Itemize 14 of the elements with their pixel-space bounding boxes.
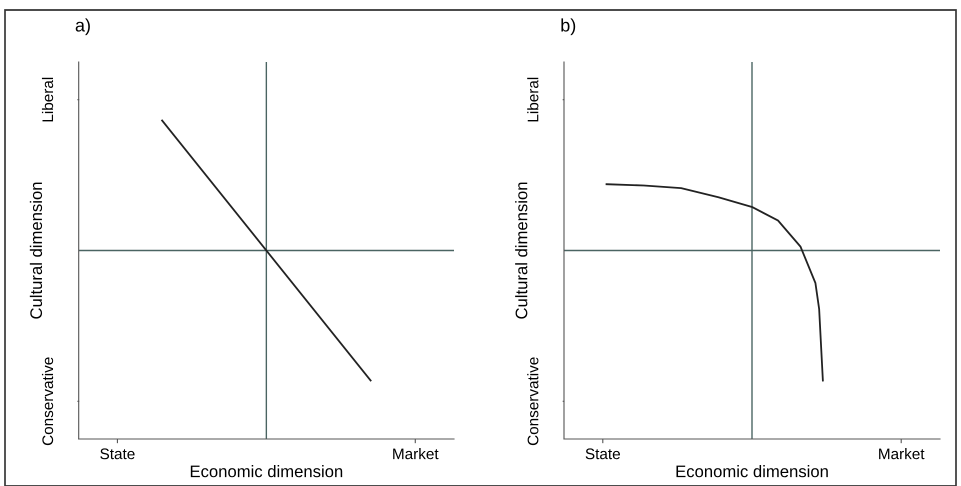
x-tick-label: State [100,448,135,460]
x-axis-title: Economic dimension [676,465,828,478]
y-axis-title: Cultural dimension [30,182,42,319]
chart-title: b) [561,18,576,36]
text: Conservative [42,357,54,446]
chart-title: a) [76,18,90,36]
text: Liberal [42,78,54,122]
x-tick-label: State [586,448,620,460]
y-axis-title: Cultural dimension [515,182,528,319]
text: Liberal [527,78,538,122]
x-axis-title: Economic dimension [190,465,342,478]
text: Conservative [527,357,538,446]
x-tick-label: Market [879,448,924,460]
x-tick-label: Market [393,448,439,460]
